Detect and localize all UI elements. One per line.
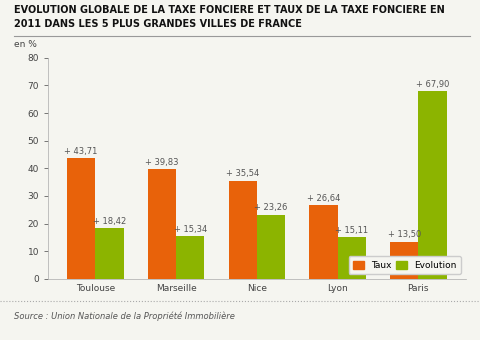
Text: + 15,34: + 15,34 (174, 225, 207, 234)
Text: + 35,54: + 35,54 (226, 169, 259, 178)
Bar (176, 236, 204, 279)
Bar (257, 215, 285, 279)
Bar (228, 181, 257, 279)
Text: + 18,42: + 18,42 (93, 217, 126, 226)
Bar (148, 169, 176, 279)
Text: + 67,90: + 67,90 (416, 80, 449, 89)
Text: + 13,50: + 13,50 (387, 230, 421, 239)
Text: Source : Union Nationale de la Propriété Immobilière: Source : Union Nationale de la Propriété… (14, 311, 235, 321)
Bar (390, 241, 419, 279)
Bar (67, 158, 95, 279)
Text: + 43,71: + 43,71 (64, 147, 98, 156)
Bar (95, 228, 123, 279)
Text: + 15,11: + 15,11 (335, 226, 368, 235)
Bar (309, 205, 337, 279)
Text: 2011 DANS LES 5 PLUS GRANDES VILLES DE FRANCE: 2011 DANS LES 5 PLUS GRANDES VILLES DE F… (14, 19, 302, 29)
Text: + 26,64: + 26,64 (307, 194, 340, 203)
Legend: Taux, Evolution: Taux, Evolution (348, 256, 461, 274)
Text: + 23,26: + 23,26 (254, 203, 288, 212)
Text: + 39,83: + 39,83 (145, 157, 179, 167)
Bar (419, 91, 446, 279)
Bar (337, 237, 366, 279)
Text: en %: en % (14, 40, 37, 49)
Text: EVOLUTION GLOBALE DE LA TAXE FONCIERE ET TAUX DE LA TAXE FONCIERE EN: EVOLUTION GLOBALE DE LA TAXE FONCIERE ET… (14, 5, 445, 15)
